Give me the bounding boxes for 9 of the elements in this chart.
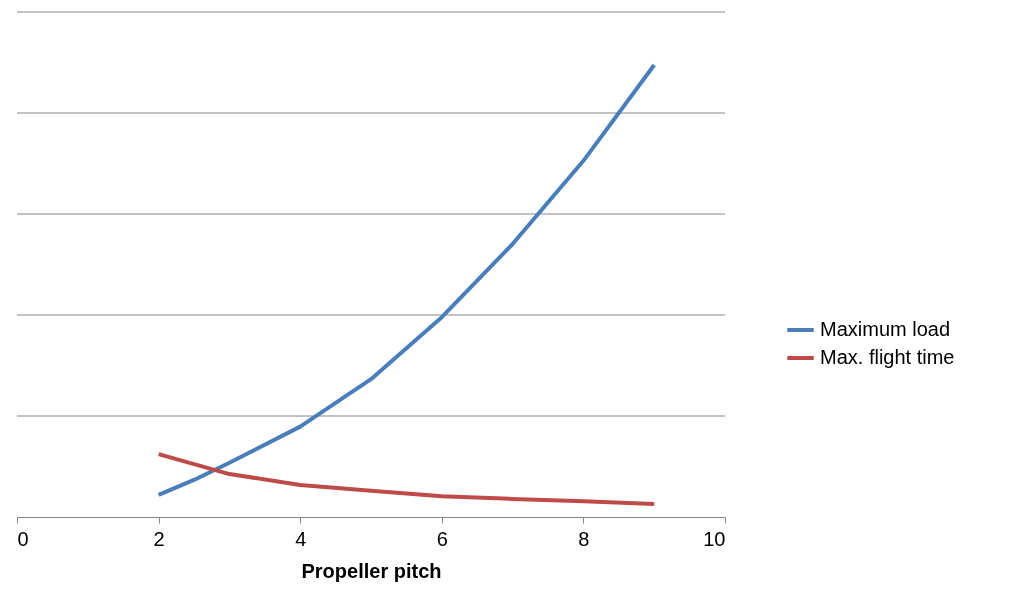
x-tick-label: 10 <box>703 527 726 550</box>
x-tick-label: 6 <box>436 527 448 550</box>
x-tick-label: 2 <box>153 527 165 550</box>
x-tick-label: 0 <box>17 527 29 550</box>
legend-label: Max. flight time <box>820 346 955 368</box>
x-tick-label: 8 <box>578 527 590 550</box>
legend-label: Maximum load <box>820 318 951 340</box>
x-tick-label: 4 <box>295 527 307 550</box>
x-axis-title: Propeller pitch <box>301 559 442 582</box>
